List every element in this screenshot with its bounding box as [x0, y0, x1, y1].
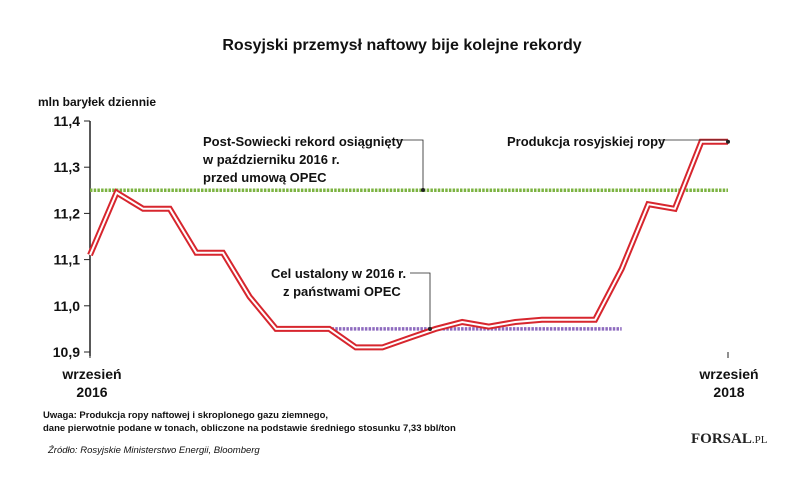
y-tick-label: 11,2 [54, 205, 81, 221]
annotation-opec-line-1: Cel ustalony w 2016 r. [271, 266, 406, 281]
series-point [462, 321, 463, 322]
x-tick-label-month: wrzesień [61, 366, 121, 382]
series-point [488, 326, 489, 327]
series-point [89, 254, 90, 255]
annotation-record-line-2: w październiku 2016 r. [202, 152, 340, 167]
series-point [674, 208, 675, 209]
forsal-logo-text: FORSAL.PL [691, 431, 768, 447]
series-point [143, 208, 144, 209]
x-tick-label-month: wrzesień [698, 366, 758, 382]
series-point [116, 192, 117, 193]
y-tick-label: 10,9 [53, 344, 80, 360]
series-point [541, 319, 542, 320]
annotation-record-leader [396, 139, 424, 190]
series-point [275, 328, 276, 329]
y-tick-label: 11,3 [54, 159, 81, 175]
x-tick-label-year: 2018 [713, 384, 744, 400]
source-text: Źródło: Rosyjskie Ministerstwo Energii, … [47, 445, 260, 456]
series-point [382, 347, 383, 348]
annotation-record-line-3: przed umową OPEC [203, 170, 327, 185]
y-ticks: 11,4 11,3 11,2 11,1 11,0 10,9 [53, 113, 90, 360]
note-line-1: Uwaga: Produkcja ropy naftowej i skroplo… [43, 410, 328, 421]
series-point [222, 252, 223, 253]
series-line-inner [89, 140, 728, 349]
series-point [701, 141, 702, 142]
annotation-series-label: Produkcja rosyjskiej ropy [507, 134, 666, 149]
annotation-series-leader [658, 139, 728, 142]
annotation-series: Produkcja rosyjskiej ropy [507, 134, 728, 149]
note-line-2: dane pierwotnie podane w tonach, obliczo… [43, 423, 456, 434]
series-point [648, 204, 649, 205]
series-point [329, 328, 330, 329]
annotation-opec-dot [428, 327, 432, 331]
annotation-record-dot [421, 188, 425, 192]
series-point [568, 319, 569, 320]
series-point [249, 296, 250, 297]
y-axis-label: mln baryłek dziennie [38, 95, 156, 109]
annotation-record: Post-Sowiecki rekord osiągnięty w paździ… [202, 134, 425, 192]
y-tick-label: 11,4 [54, 113, 81, 129]
series-point [196, 252, 197, 253]
chart-title: Rosyjski przemysł naftowy bije kolejne r… [222, 37, 581, 54]
y-tick-label: 11,1 [54, 252, 81, 268]
series-point [515, 321, 516, 322]
series-point [355, 347, 356, 348]
annotation-opec-target: Cel ustalony w 2016 r. z państwami OPEC [271, 266, 432, 331]
series-point [169, 208, 170, 209]
series-point [621, 268, 622, 269]
x-tick-label-year: 2016 [76, 384, 107, 400]
series-point [594, 319, 595, 320]
series-point [435, 328, 436, 329]
forsal-logo: FORSAL.PL [691, 431, 768, 447]
series-point [408, 338, 409, 339]
annotation-opec-leader [410, 272, 431, 329]
y-tick-label: 11,0 [54, 298, 81, 314]
x-ticks: wrzesień 2016 wrzesień 2018 [61, 352, 759, 400]
series-point [302, 328, 303, 329]
annotation-record-line-1: Post-Sowiecki rekord osiągnięty [203, 134, 404, 149]
annotation-opec-line-2: z państwami OPEC [283, 284, 401, 299]
